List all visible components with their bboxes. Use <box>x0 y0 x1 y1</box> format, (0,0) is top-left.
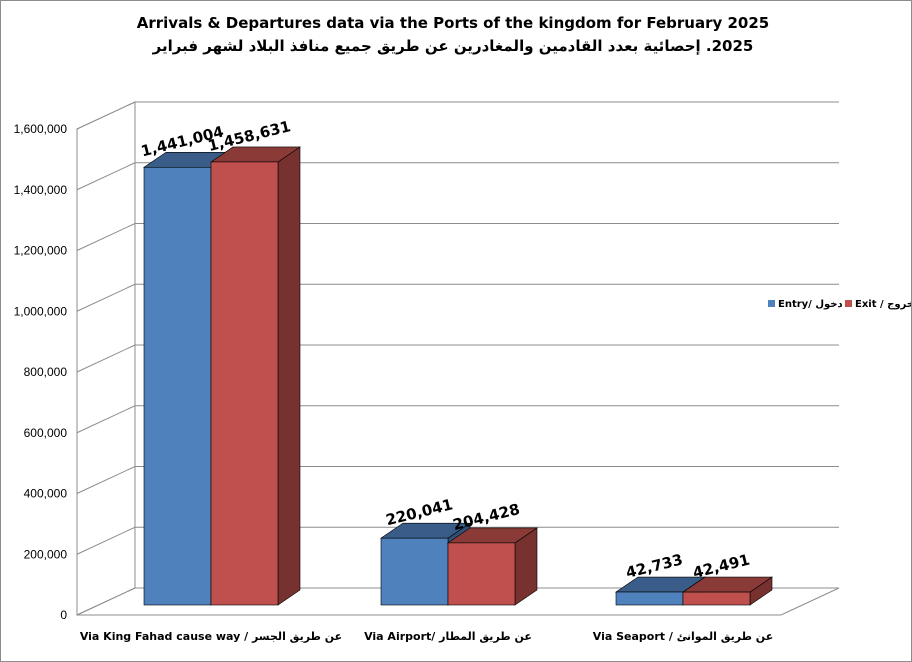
bars <box>143 146 773 606</box>
y-tick-label: 1,600,000 <box>14 122 68 136</box>
y-axis: 0 200,000 400,000 600,000 800,000 1,000,000 1,… <box>14 122 68 622</box>
y-tick-label: 600,000 <box>24 426 68 440</box>
bar <box>380 537 449 606</box>
x-axis: Via King Fahad cause way / عن طريق الجسر… <box>80 630 773 643</box>
gridline <box>76 101 839 130</box>
y-tick-label: 0 <box>60 608 67 622</box>
y-tick-label: 200,000 <box>24 547 68 561</box>
gridline <box>76 223 839 251</box>
floor <box>76 587 840 616</box>
bar-side <box>277 146 301 606</box>
gridline <box>76 283 839 312</box>
x-tick-label: Via Airport/ عن طريق المطار <box>364 630 532 643</box>
legend: Entry/ دخول Exit / خروج <box>768 299 911 310</box>
chart-title: Arrivals & Departures data via the Ports… <box>137 14 769 32</box>
gridline <box>76 466 839 494</box>
x-tick-label: Via Seaport / عن طريق الموانئ <box>593 630 773 643</box>
gridline <box>76 405 839 434</box>
x-tick-label: Via King Fahad cause way / عن طريق الجسر <box>80 630 342 643</box>
chart-subtitle: 2025. إحصائية بعدد القادمين والمغادرين ع… <box>152 37 754 55</box>
gridline <box>76 162 839 191</box>
bar <box>615 591 684 606</box>
legend-swatch <box>768 300 775 307</box>
bar <box>210 161 279 606</box>
legend-entry: Exit / خروج <box>855 299 911 310</box>
legend-entry: Entry/ دخول <box>778 299 843 310</box>
bar <box>447 542 516 606</box>
y-tick-label: 1,000,000 <box>14 304 68 318</box>
gridline <box>76 526 839 555</box>
y-tick-label: 1,400,000 <box>14 183 68 197</box>
bar <box>682 591 751 606</box>
y-tick-label: 800,000 <box>24 365 68 379</box>
legend-swatch <box>845 300 852 307</box>
y-tick-label: 1,200,000 <box>14 244 68 258</box>
gridlines <box>76 101 839 555</box>
gridline <box>76 344 839 373</box>
bar <box>143 166 212 606</box>
y-tick-label: 400,000 <box>24 487 68 501</box>
